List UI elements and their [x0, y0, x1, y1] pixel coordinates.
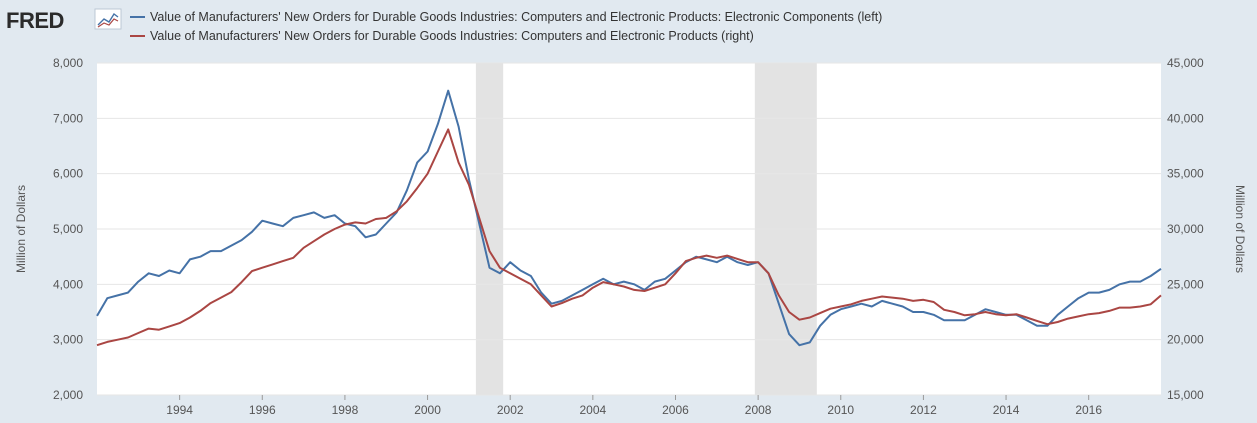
y-left-tick-label: 2,000	[53, 388, 83, 402]
x-tick-label: 1998	[332, 403, 359, 417]
legend-item-left: Value of Manufacturers' New Orders for D…	[150, 10, 882, 24]
x-tick-label: 2004	[579, 403, 606, 417]
y-right-tick-label: 45,000	[1167, 56, 1204, 70]
y-left-tick-label: 3,000	[53, 333, 83, 347]
y-left-tick-label: 8,000	[53, 56, 83, 70]
y-left-tick-label: 4,000	[53, 277, 83, 291]
right-axis-ticks: 15,000 20,000 25,000 30,000 35,000 40,000 45,0…	[1167, 56, 1204, 402]
y-right-tick-label: 35,000	[1167, 167, 1204, 181]
series-lines	[96, 89, 1162, 347]
fred-chart-icon	[94, 8, 122, 30]
series-line-left	[96, 89, 1162, 347]
x-tick-label: 2008	[745, 403, 772, 417]
y-right-tick-label: 15,000	[1167, 388, 1204, 402]
y-left-tick-label: 5,000	[53, 222, 83, 236]
x-tick-label: 2014	[993, 403, 1020, 417]
y-axis-label-left: Million of Dollars	[14, 185, 28, 273]
legend: Value of Manufacturers' New Orders for D…	[130, 10, 882, 43]
x-axis-ticks: 1994 1996 1998 2000 2002 2004 2006 2008 2010 2012…	[166, 395, 1102, 417]
x-tick-label: 1994	[166, 403, 193, 417]
y-left-tick-label: 6,000	[53, 167, 83, 181]
x-tick-label: 1996	[249, 403, 276, 417]
x-tick-label: 2012	[910, 403, 937, 417]
y-left-tick-label: 7,000	[53, 111, 83, 125]
series-line-right	[96, 128, 1162, 347]
y-right-tick-label: 30,000	[1167, 222, 1204, 236]
y-right-tick-label: 25,000	[1167, 277, 1204, 291]
y-right-tick-label: 20,000	[1167, 333, 1204, 347]
x-tick-label: 2016	[1075, 403, 1102, 417]
x-tick-label: 2000	[414, 403, 441, 417]
legend-item-right: Value of Manufacturers' New Orders for D…	[150, 29, 754, 43]
fred-logo: FRED	[6, 8, 64, 33]
gridlines	[97, 62, 1161, 396]
x-tick-label: 2006	[662, 403, 689, 417]
y-axis-label-right: Million of Dollars	[1233, 185, 1247, 273]
y-right-tick-label: 40,000	[1167, 111, 1204, 125]
x-tick-label: 2010	[827, 403, 854, 417]
x-tick-label: 2002	[497, 403, 524, 417]
left-axis-ticks: 2,000 3,000 4,000 5,000 6,000 7,000 8,000	[53, 56, 83, 402]
